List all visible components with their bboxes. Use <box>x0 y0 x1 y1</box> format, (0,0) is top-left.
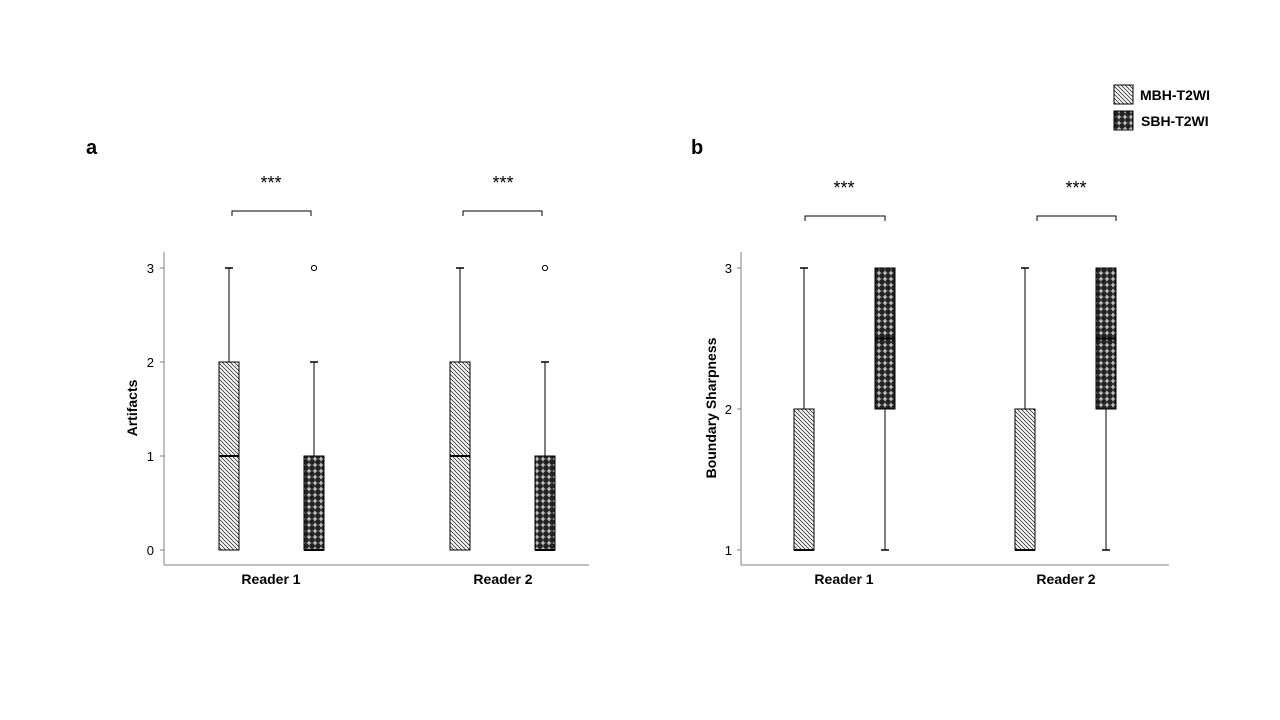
panel-a-axes <box>163 252 589 566</box>
y-tick-label: 1 <box>147 449 154 464</box>
legend-label-sbh: SBH-T2WI <box>1141 113 1209 129</box>
category-label: Reader 1 <box>241 571 300 587</box>
panel-a: a Artifacts 0 1 2 3 Reader 1 Reader 2 *** *** <box>86 137 589 587</box>
box-sbh-t2wi-reader-2 <box>1095 267 1117 551</box>
category-label: Reader 1 <box>814 571 873 587</box>
panel-b-boxes <box>793 267 1117 551</box>
box-mbh-t2wi-reader-2 <box>1014 267 1036 551</box>
iqr-box <box>534 455 556 551</box>
panel-a-label: a <box>86 137 98 159</box>
panel-b-label: b <box>691 137 703 159</box>
significance-bracket <box>462 210 543 216</box>
iqr-box <box>1014 408 1036 551</box>
box-sbh-t2wi-reader-2 <box>534 264 556 551</box>
y-tick-label: 3 <box>147 261 154 276</box>
legend-swatch-sbh <box>1113 110 1134 131</box>
significance-bracket <box>804 215 886 221</box>
panel-a-y-ticks: 0 1 2 3 <box>147 261 164 558</box>
category-label: Reader 2 <box>473 571 532 587</box>
panel-a-significance: *** *** <box>231 173 543 216</box>
iqr-box <box>303 455 325 551</box>
panel-b-significance: *** *** <box>804 178 1117 221</box>
box-mbh-t2wi-reader-2 <box>449 267 471 551</box>
panel-b: b Boundary Sharpness 123 Reader 1 Reader … <box>691 137 1169 587</box>
significance-label: *** <box>833 178 854 198</box>
panel-b-category-labels: Reader 1 Reader 2 <box>814 571 1095 587</box>
panel-a-category-labels: Reader 1 Reader 2 <box>241 571 532 587</box>
panel-a-y-axis-title: Artifacts <box>124 379 140 436</box>
legend-label-mbh: MBH-T2WI <box>1140 87 1210 103</box>
y-tick-label: 2 <box>725 402 732 417</box>
y-tick-label: 3 <box>725 261 732 276</box>
iqr-box <box>793 408 815 551</box>
significance-label: *** <box>1065 178 1086 198</box>
y-tick-label: 1 <box>725 543 732 558</box>
y-tick-label: 2 <box>147 355 154 370</box>
panel-b-y-ticks: 1 2 3 <box>725 261 741 558</box>
panel-a-boxes <box>218 264 556 551</box>
category-label: Reader 2 <box>1036 571 1095 587</box>
box-mbh-t2wi-reader-1 <box>793 267 815 551</box>
box-mbh-t2wi-reader-1 <box>218 267 240 551</box>
outlier-point <box>310 264 318 272</box>
significance-label: *** <box>492 173 513 193</box>
box-sbh-t2wi-reader-1 <box>874 267 896 551</box>
panel-b-y-axis-title: Boundary Sharpness <box>703 337 719 478</box>
significance-bracket <box>1036 215 1117 221</box>
significance-bracket <box>231 210 312 216</box>
legend: MBH-T2WI SBH-T2WI <box>1113 84 1210 131</box>
box-sbh-t2wi-reader-1 <box>303 264 325 551</box>
legend-swatch-mbh <box>1113 84 1134 105</box>
y-tick-label: 0 <box>147 543 154 558</box>
significance-label: *** <box>260 173 281 193</box>
outlier-point <box>541 264 549 272</box>
